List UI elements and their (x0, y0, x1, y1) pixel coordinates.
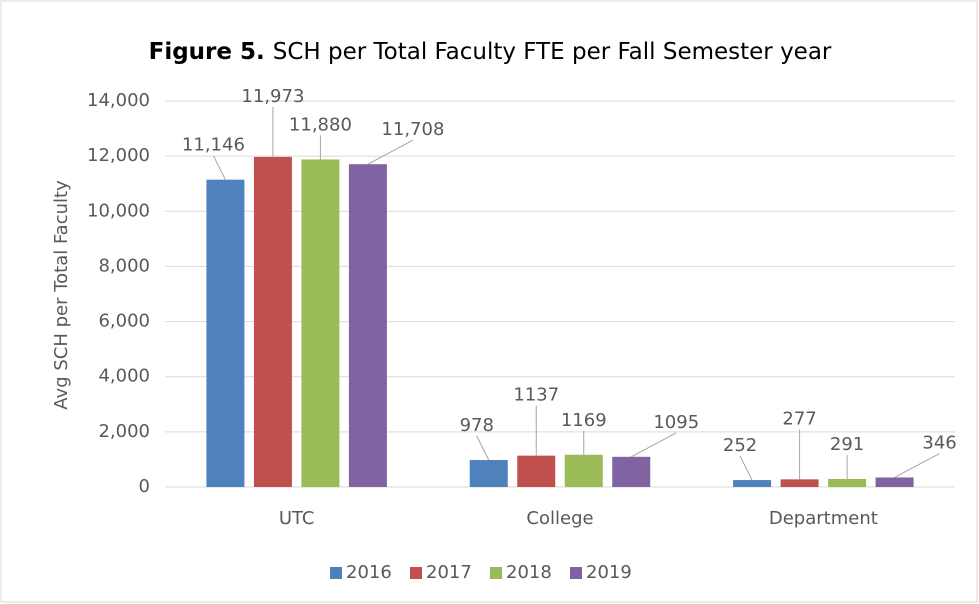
bar (348, 164, 387, 487)
bar (780, 479, 819, 487)
bar (517, 455, 556, 487)
leader-line (212, 155, 226, 180)
legend-label: 2017 (426, 562, 472, 583)
data-label: 1137 (513, 385, 559, 406)
bar (301, 159, 340, 488)
bar (733, 480, 772, 487)
y-tick-label: 4,000 (98, 366, 150, 387)
leader-line (476, 435, 490, 461)
leader-line (894, 453, 940, 478)
data-label: 1095 (653, 412, 699, 433)
y-axis-title: Avg SCH per Total Faculty (51, 180, 72, 410)
bar (875, 477, 914, 487)
data-label: 252 (723, 435, 757, 456)
bar (206, 179, 245, 488)
x-tick-label: Department (769, 508, 878, 529)
leader-line (367, 139, 414, 165)
title-text: SCH per Total Faculty FTE per Fall Semes… (273, 39, 832, 65)
y-tick-label: 8,000 (98, 255, 150, 276)
y-tick-label: 6,000 (98, 311, 150, 332)
chart-title: Figure 5. SCH per Total Faculty FTE per F… (149, 39, 832, 65)
y-tick-label: 12,000 (87, 145, 150, 166)
bar (469, 460, 508, 487)
data-label: 1169 (561, 410, 607, 431)
legend-swatch (410, 567, 422, 579)
legend-label: 2018 (506, 562, 552, 583)
legend-label: 2016 (346, 562, 392, 583)
legend-swatch (570, 567, 582, 579)
leader-line (739, 455, 753, 481)
legend-label: 2019 (586, 562, 632, 583)
legend-swatch (330, 567, 342, 579)
bar (612, 456, 651, 487)
figure-label: Figure 5. (149, 39, 265, 65)
y-tick-label: 2,000 (98, 421, 150, 442)
data-label: 277 (782, 408, 816, 429)
x-tick-label: UTC (279, 508, 315, 529)
y-tick-label: 0 (139, 476, 150, 497)
data-label: 11,973 (241, 86, 304, 107)
bar (564, 454, 603, 487)
data-label: 11,880 (289, 114, 352, 135)
data-label: 346 (922, 432, 956, 453)
bar (253, 156, 292, 488)
legend-swatch (490, 567, 502, 579)
bar (828, 478, 867, 487)
data-label: 291 (830, 434, 864, 455)
data-label: 978 (460, 415, 494, 436)
leader-line (631, 432, 677, 458)
data-label: 11,708 (381, 119, 444, 140)
data-label: 11,146 (182, 135, 245, 156)
y-tick-label: 14,000 (87, 90, 150, 111)
x-tick-label: College (526, 508, 593, 529)
y-tick-label: 10,000 (87, 200, 150, 221)
